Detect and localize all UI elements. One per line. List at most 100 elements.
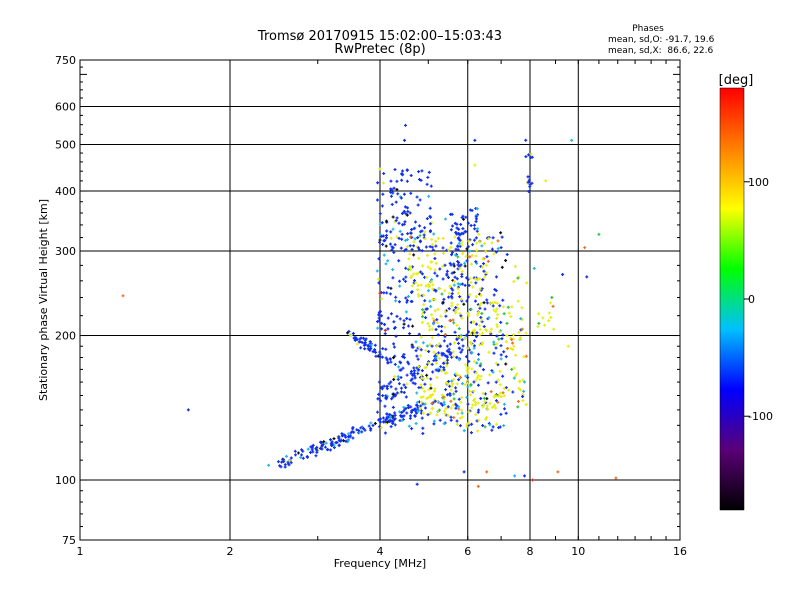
- data-point: [475, 241, 479, 245]
- data-point: [434, 368, 438, 372]
- data-point: [359, 336, 363, 340]
- data-point: [439, 344, 443, 348]
- data-point: [493, 300, 497, 304]
- data-point: [479, 301, 483, 305]
- data-point: [392, 320, 396, 324]
- data-point: [470, 208, 474, 212]
- data-point: [429, 267, 433, 271]
- phase-box-line-x: mean, sd,X: 86.6, 22.6: [608, 46, 714, 56]
- data-point: [393, 243, 397, 247]
- x-tick-label: 8: [527, 545, 534, 558]
- y-tick-label: 600: [55, 101, 76, 114]
- data-point: [447, 307, 451, 311]
- data-point: [377, 316, 381, 320]
- data-point: [389, 312, 393, 316]
- data-point: [475, 207, 479, 211]
- data-point: [517, 386, 521, 390]
- data-point: [547, 311, 551, 315]
- data-point: [417, 346, 421, 350]
- data-point: [460, 272, 464, 276]
- data-point: [394, 200, 398, 204]
- phase-box-heading: Phases: [632, 24, 664, 34]
- data-point: [428, 206, 432, 210]
- data-point: [421, 264, 425, 268]
- data-point: [413, 374, 417, 378]
- data-point: [447, 350, 451, 354]
- data-point: [447, 347, 451, 351]
- data-point: [392, 356, 396, 360]
- data-point: [385, 219, 389, 223]
- data-point: [522, 389, 526, 393]
- data-point: [456, 335, 460, 339]
- data-point: [461, 214, 465, 218]
- data-point: [532, 266, 536, 270]
- data-point: [446, 405, 450, 409]
- y-tick-label: 200: [55, 330, 76, 343]
- data-point: [413, 237, 417, 241]
- data-point: [409, 299, 413, 303]
- data-point: [489, 327, 493, 331]
- data-point: [412, 227, 416, 231]
- data-point: [454, 253, 458, 257]
- data-point: [465, 381, 469, 385]
- data-point: [440, 325, 444, 329]
- data-point: [457, 374, 461, 378]
- data-point: [463, 383, 467, 387]
- data-point: [410, 345, 414, 349]
- data-point: [403, 138, 407, 142]
- data-point: [434, 239, 438, 243]
- data-point: [404, 296, 408, 300]
- data-point: [510, 338, 514, 342]
- data-point: [404, 310, 408, 314]
- data-point: [443, 263, 447, 267]
- data-point: [474, 335, 478, 339]
- data-point: [502, 424, 506, 428]
- data-point: [438, 267, 442, 271]
- data-point: [499, 246, 503, 250]
- data-point: [402, 390, 406, 394]
- data-point: [480, 244, 484, 248]
- data-point: [301, 449, 305, 453]
- data-point: [492, 293, 496, 297]
- data-point: [419, 270, 423, 274]
- data-point: [528, 183, 532, 187]
- data-point: [473, 339, 477, 343]
- data-point: [382, 253, 386, 257]
- data-point: [497, 330, 501, 334]
- data-point: [475, 248, 479, 252]
- data-point: [521, 395, 525, 399]
- data-point: [429, 377, 433, 381]
- data-point: [444, 360, 448, 364]
- data-point: [377, 257, 381, 261]
- data-point: [373, 343, 377, 347]
- data-point: [460, 240, 464, 244]
- data-point: [464, 355, 468, 359]
- data-point: [377, 313, 381, 317]
- data-point: [453, 221, 457, 225]
- chart-subtitle: RwPretec (8p): [334, 42, 425, 57]
- data-point: [467, 410, 471, 414]
- data-point: [521, 399, 525, 403]
- data-point: [460, 396, 464, 400]
- data-point: [425, 373, 429, 377]
- data-point: [449, 228, 453, 232]
- data-point: [450, 355, 454, 359]
- data-point: [493, 403, 497, 407]
- data-point: [402, 356, 406, 360]
- data-point: [420, 169, 424, 173]
- data-point: [484, 417, 488, 421]
- data-point: [422, 310, 426, 314]
- data-point: [445, 361, 449, 365]
- data-point: [436, 236, 440, 240]
- data-point: [381, 181, 385, 185]
- data-point: [464, 215, 468, 219]
- data-point: [396, 375, 400, 379]
- data-point: [417, 248, 421, 252]
- data-point: [478, 377, 482, 381]
- data-point: [455, 382, 459, 386]
- data-point: [421, 308, 425, 312]
- data-point: [280, 460, 284, 464]
- data-point: [449, 351, 453, 355]
- data-point: [419, 409, 423, 413]
- data-point: [491, 370, 495, 374]
